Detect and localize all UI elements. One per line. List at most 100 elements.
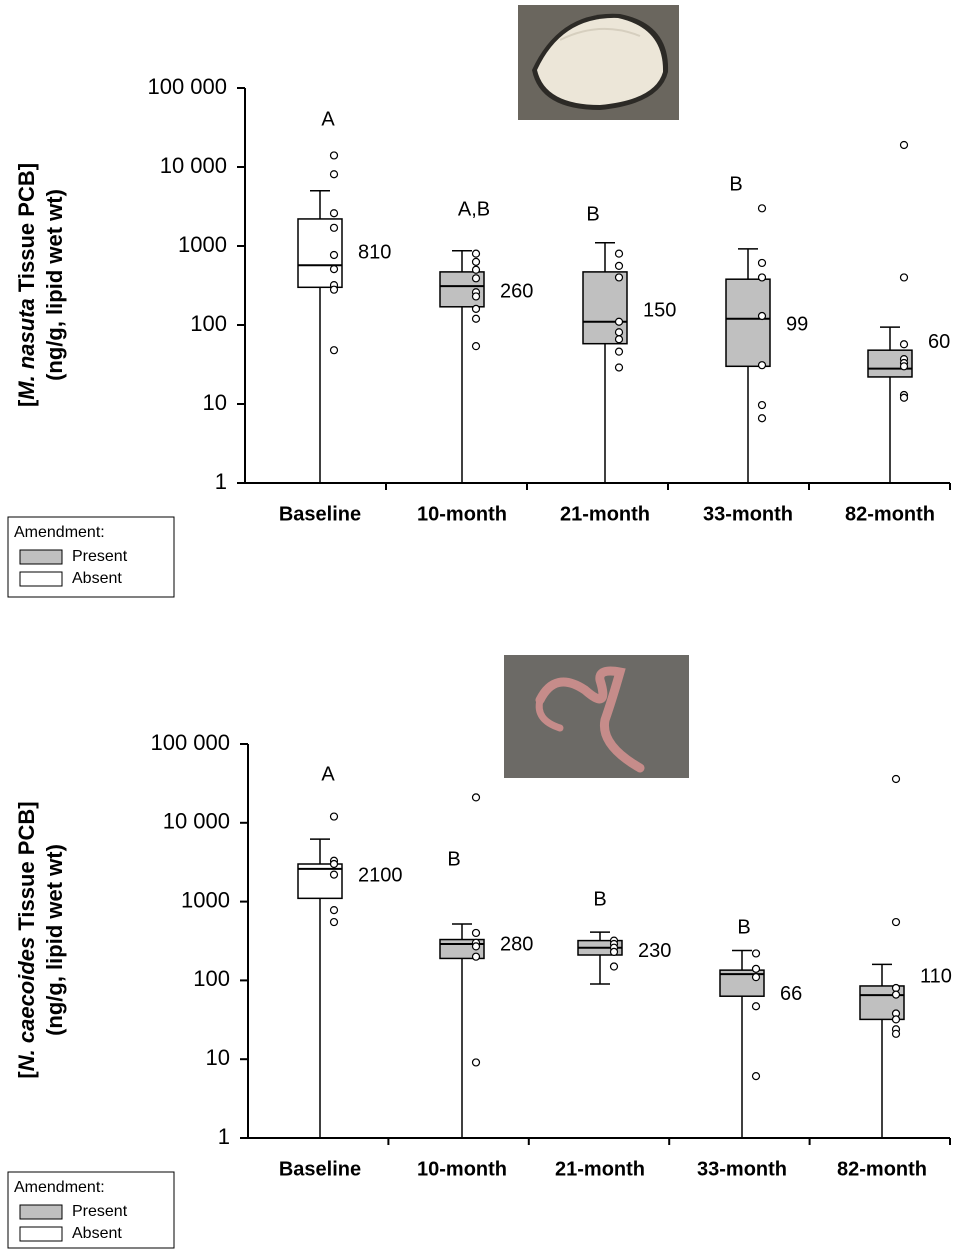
data-point (757, 204, 767, 213)
y-tick-label: 100 (190, 311, 227, 336)
box (725, 278, 771, 368)
x-tick-label: Baseline (279, 1158, 361, 1180)
mean-label: 2100 (358, 864, 403, 886)
y-tick-label: 10 (206, 1045, 230, 1070)
y-tick-label: 1 (215, 469, 227, 494)
y-axis-title-part: N. caecoides (14, 937, 39, 1072)
legend-swatch (19, 1226, 63, 1242)
y-tick-label: 100 000 (147, 74, 227, 99)
x-tick-label: 21-month (560, 503, 650, 525)
y-tick-label: 1000 (178, 232, 227, 257)
data-point (614, 363, 624, 372)
data-point (471, 314, 481, 323)
y-tick-label: 100 (193, 966, 230, 991)
data-point (751, 1002, 761, 1011)
data-point (471, 793, 481, 802)
data-point (471, 257, 481, 266)
data-point (899, 362, 909, 371)
y-axis-title-part: [ (14, 399, 39, 407)
y-tick-label: 10 (203, 390, 227, 415)
x-tick-label: 82-month (845, 503, 935, 525)
significance-letter: B (593, 888, 606, 910)
legend-title: Amendment: (14, 524, 105, 541)
legend-swatch (19, 1204, 63, 1220)
legend: Amendment: Present Absent (7, 516, 175, 598)
y-tick-label: 100 000 (150, 730, 230, 755)
mean-label: 99 (786, 314, 808, 336)
chart: 100 000 10 000 1000 100 10 1 [N. caecoides Tis… (7, 730, 952, 1249)
y-tick-label: 10 000 (160, 153, 227, 178)
data-point (329, 170, 339, 179)
clam-photo (518, 5, 679, 120)
data-point (751, 949, 761, 958)
mean-label: 810 (358, 242, 391, 264)
data-point (329, 917, 339, 927)
significance-letter: A (321, 763, 335, 785)
data-point (757, 400, 767, 410)
legend: Amendment: Present Absent (7, 1171, 175, 1249)
y-axis-title-part: Tissue PCB] (14, 163, 39, 298)
data-point (891, 1029, 901, 1038)
y-axis-title: [N. caecoides Tissue PCB] (14, 801, 39, 1078)
y-axis-title: [M. nasuta Tissue PCB] (14, 163, 39, 407)
data-point (899, 340, 909, 349)
data-point (757, 273, 767, 282)
data-point (899, 273, 909, 282)
data-point (614, 328, 624, 337)
data-point (471, 304, 481, 313)
data-point (891, 1015, 901, 1024)
legend-swatch (19, 549, 63, 565)
y-axis-title-part: [ (14, 1071, 39, 1079)
data-point (757, 311, 767, 321)
data-point (899, 393, 909, 402)
y-tick-label: 10 000 (163, 809, 230, 834)
x-tick-label: Baseline (279, 503, 361, 525)
data-point (614, 273, 624, 282)
mean-label: 260 (500, 280, 533, 302)
y-axis-title-part: Tissue PCB] (14, 801, 39, 936)
data-point (471, 942, 481, 951)
data-point (329, 223, 339, 232)
data-point (471, 274, 481, 283)
data-point (329, 812, 339, 821)
data-point (471, 292, 481, 301)
mean-label: 60 (928, 331, 950, 353)
y-axis-title-part: M. nasuta (14, 298, 39, 399)
data-point (614, 261, 624, 270)
data-point (471, 952, 481, 961)
data-point (329, 265, 339, 274)
data-point (609, 947, 619, 956)
data-point (329, 209, 339, 218)
significance-letter: A,B (458, 198, 490, 220)
significance-letter: B (729, 173, 742, 195)
data-point (471, 249, 481, 258)
data-point (891, 990, 901, 999)
data-point (751, 973, 761, 982)
x-tick-label: 82-month (837, 1158, 927, 1180)
mean-label: 280 (500, 933, 533, 955)
data-point (471, 265, 481, 274)
x-tick-label: 33-month (703, 503, 793, 525)
data-point (614, 347, 624, 356)
data-point (751, 1072, 761, 1081)
data-point (329, 870, 339, 879)
data-point (899, 140, 909, 150)
significance-letter: A (321, 108, 335, 130)
y-tick-label: 1 (218, 1124, 230, 1149)
data-point (891, 917, 901, 927)
data-point (471, 1058, 481, 1067)
data-point (891, 774, 901, 784)
significance-letter: B (737, 916, 750, 938)
x-tick-label: 33-month (697, 1158, 787, 1180)
data-point (614, 335, 624, 344)
data-point (757, 414, 767, 423)
data-point (329, 151, 339, 160)
data-point (471, 342, 481, 351)
data-point (329, 250, 339, 260)
legend-title: Amendment: (14, 1179, 105, 1196)
mean-label: 230 (638, 940, 671, 962)
worm-photo (504, 655, 689, 778)
data-point (757, 361, 767, 370)
y-tick-label: 1000 (181, 887, 230, 912)
